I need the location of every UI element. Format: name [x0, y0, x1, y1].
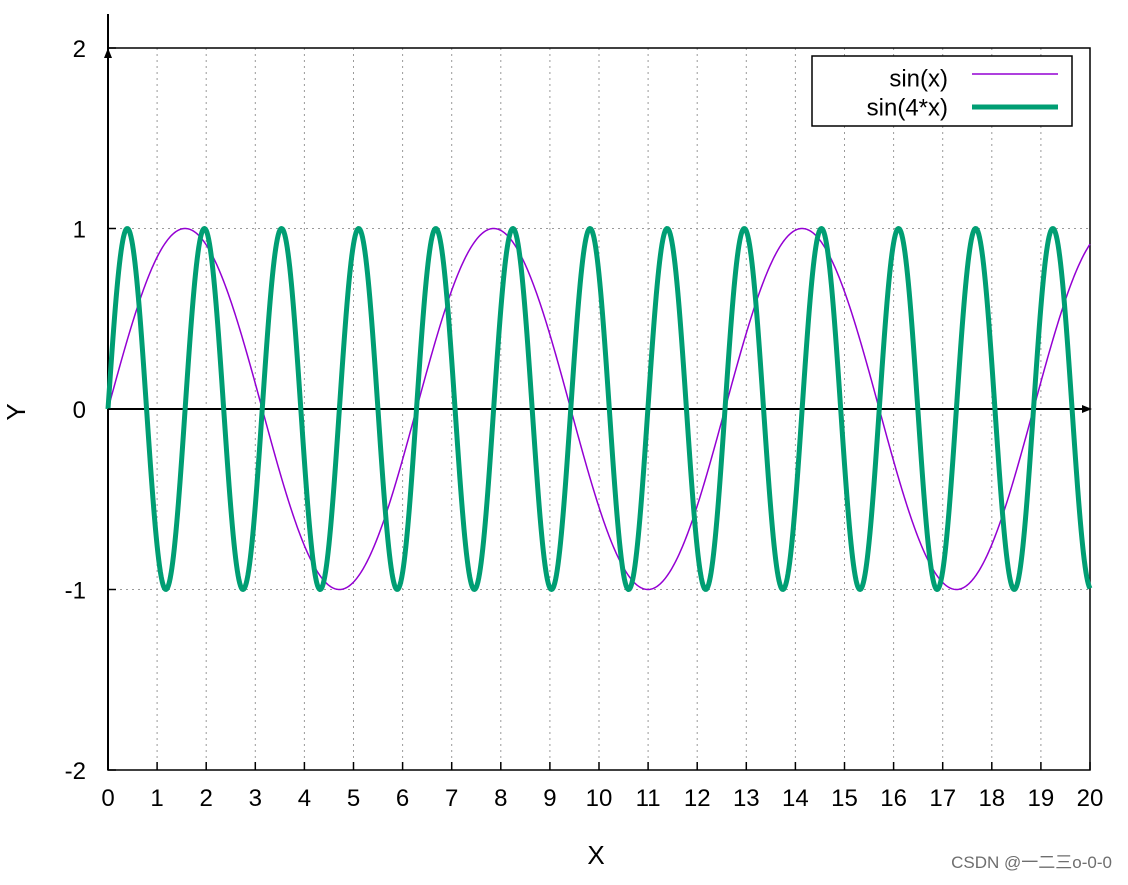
y-tick-label--1: -1 [65, 578, 86, 605]
y-tick-label-2: 2 [73, 36, 86, 63]
x-tick-label-12: 12 [684, 785, 711, 812]
x-tick-label-20: 20 [1077, 785, 1104, 812]
x-tick-label-1: 1 [150, 785, 163, 812]
legend-label-sin-x: sin(x) [889, 65, 948, 92]
series-line-sin-x [107, 227, 1091, 591]
x-tick-label-19: 19 [1028, 785, 1055, 812]
x-tick-label-10: 10 [586, 785, 613, 812]
series-line-sin-4x [105, 226, 1093, 592]
x-axis-arrow [1082, 405, 1092, 413]
legend: sin(x) sin(4*x) [811, 55, 1073, 127]
y-tick-label-0: 0 [73, 397, 86, 424]
x-tick-label-17: 17 [929, 785, 956, 812]
x-axis-label: X [587, 840, 604, 870]
x-tick-label-16: 16 [880, 785, 907, 812]
watermark: CSDN @一二三o-0-0 [951, 853, 1112, 872]
x-tick-label-11: 11 [636, 785, 661, 812]
x-tick-label-7: 7 [445, 785, 458, 812]
x-tick-label-2: 2 [200, 785, 213, 812]
series-lines [105, 226, 1093, 592]
x-tick-label-8: 8 [494, 785, 507, 812]
x-tick-label-5: 5 [347, 785, 360, 812]
x-tick-label-0: 0 [101, 785, 114, 812]
legend-box [811, 55, 1073, 127]
y-axis-arrow [104, 48, 112, 58]
y-tick-label-1: 1 [73, 217, 86, 244]
x-tick-label-18: 18 [978, 785, 1005, 812]
x-tick-label-4: 4 [298, 785, 311, 812]
y-axis-label: Y [1, 403, 31, 420]
y-tick-label--2: -2 [65, 758, 86, 785]
x-tick-label-14: 14 [782, 785, 809, 812]
x-tick-label-6: 6 [396, 785, 409, 812]
x-tick-label-15: 15 [831, 785, 858, 812]
legend-label-sin-4x: sin(4*x) [867, 94, 948, 121]
x-tick-label-3: 3 [249, 785, 262, 812]
x-tick-label-13: 13 [733, 785, 760, 812]
axes [104, 14, 1092, 771]
x-tick-label-9: 9 [543, 785, 556, 812]
